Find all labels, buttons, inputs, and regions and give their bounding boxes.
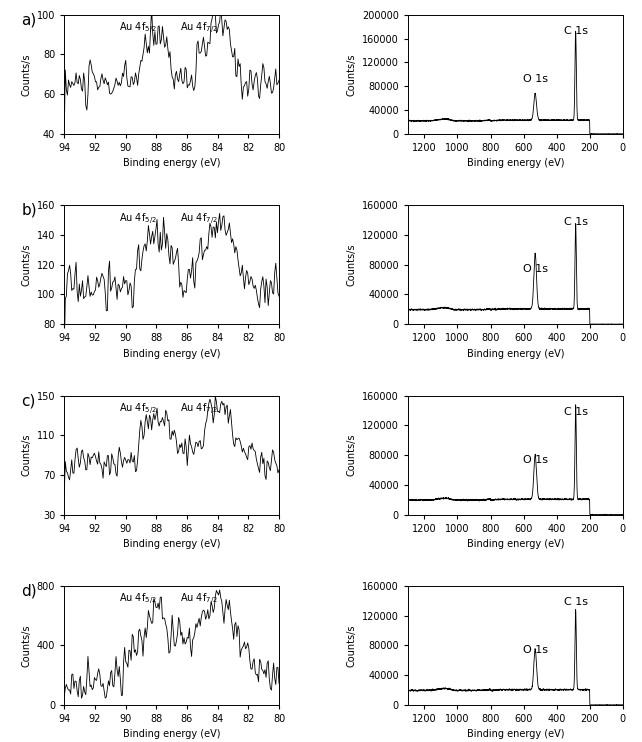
Text: Au 4f$_{7/2}$: Au 4f$_{7/2}$ [180, 22, 218, 36]
Text: Au 4f$_{7/2}$: Au 4f$_{7/2}$ [180, 592, 218, 608]
Text: C 1s: C 1s [564, 597, 587, 608]
X-axis label: Binding energy (eV): Binding energy (eV) [123, 539, 220, 549]
Text: O 1s: O 1s [523, 74, 548, 84]
Text: b): b) [21, 203, 37, 218]
Text: Au 4f$_{5/2}$: Au 4f$_{5/2}$ [119, 211, 157, 226]
Y-axis label: Counts/s: Counts/s [21, 434, 31, 476]
Text: O 1s: O 1s [523, 264, 548, 275]
Text: O 1s: O 1s [523, 455, 548, 464]
Y-axis label: Counts/s: Counts/s [347, 624, 356, 666]
X-axis label: Binding energy (eV): Binding energy (eV) [123, 158, 220, 168]
Text: a): a) [21, 13, 37, 27]
Text: Au 4f$_{7/2}$: Au 4f$_{7/2}$ [180, 402, 218, 417]
Text: C 1s: C 1s [564, 217, 587, 226]
Text: d): d) [21, 583, 37, 599]
Text: Au 4f$_{5/2}$: Au 4f$_{5/2}$ [119, 592, 157, 608]
X-axis label: Binding energy (eV): Binding energy (eV) [123, 349, 220, 359]
X-axis label: Binding energy (eV): Binding energy (eV) [467, 158, 564, 168]
Text: C 1s: C 1s [564, 407, 587, 417]
Text: Au 4f$_{5/2}$: Au 4f$_{5/2}$ [119, 402, 157, 417]
Y-axis label: Counts/s: Counts/s [21, 243, 31, 286]
Text: C 1s: C 1s [564, 26, 587, 36]
Y-axis label: Counts/s: Counts/s [347, 434, 356, 476]
X-axis label: Binding energy (eV): Binding energy (eV) [467, 539, 564, 549]
X-axis label: Binding energy (eV): Binding energy (eV) [467, 729, 564, 740]
Y-axis label: Counts/s: Counts/s [21, 624, 31, 666]
Text: c): c) [21, 393, 35, 408]
X-axis label: Binding energy (eV): Binding energy (eV) [467, 349, 564, 359]
X-axis label: Binding energy (eV): Binding energy (eV) [123, 729, 220, 740]
Y-axis label: Counts/s: Counts/s [347, 243, 356, 286]
Y-axis label: Counts/s: Counts/s [347, 53, 356, 96]
Text: Au 4f$_{7/2}$: Au 4f$_{7/2}$ [180, 211, 218, 226]
Text: O 1s: O 1s [523, 645, 548, 655]
Text: Au 4f$_{5/2}$: Au 4f$_{5/2}$ [119, 22, 157, 36]
Y-axis label: Counts/s: Counts/s [21, 53, 31, 96]
